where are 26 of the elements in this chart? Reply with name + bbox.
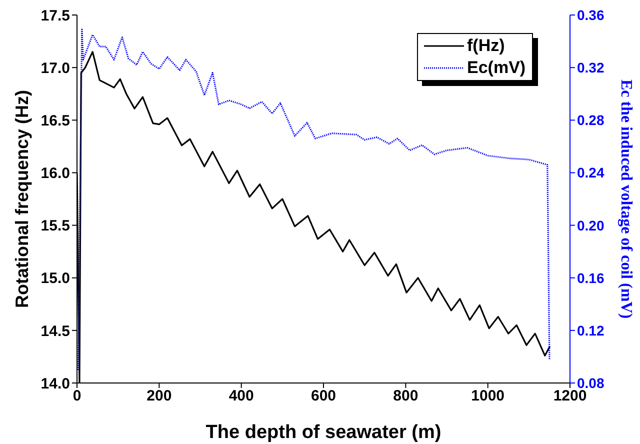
y2-axis-title: Ec the induced voltage of coil (mV) [618,79,634,319]
y2-tick-label: 0.28 [577,112,604,128]
y2-tick-label: 0.12 [577,322,604,338]
y2-tick-label: 0.16 [577,270,604,286]
y2-tick-label: 0.32 [577,60,604,76]
y2-tick-label: 0.20 [577,217,604,234]
legend-label: f(Hz) [467,36,505,56]
y-tick-label: 14.5 [40,322,70,340]
y2-tick-label: 0.36 [577,6,604,23]
x-tick-label: 1000 [471,388,505,405]
y-tick-label: 16.5 [40,112,70,130]
x-tick-label: 400 [228,388,254,405]
x-tick-label: 0 [72,388,82,405]
y-tick-label: 15.5 [40,218,70,235]
y-tick-label: 14.0 [40,375,70,392]
legend-label: Ec(mV) [467,58,526,78]
x-tick-label: 800 [393,388,418,405]
x-tick-label: 200 [146,388,172,405]
y-tick-label: 15.0 [40,270,70,288]
x-tick-label: 600 [310,388,336,405]
x-axis-title: The depth of seawater (m) [206,422,442,443]
y2-tick-label: 0.24 [577,164,604,181]
y-axis-title: Rotational frequency (Hz) [12,90,32,308]
y-tick-label: 17.5 [40,7,70,24]
y-tick-label: 17.0 [40,60,70,77]
y-tick-label: 16.0 [40,165,70,182]
